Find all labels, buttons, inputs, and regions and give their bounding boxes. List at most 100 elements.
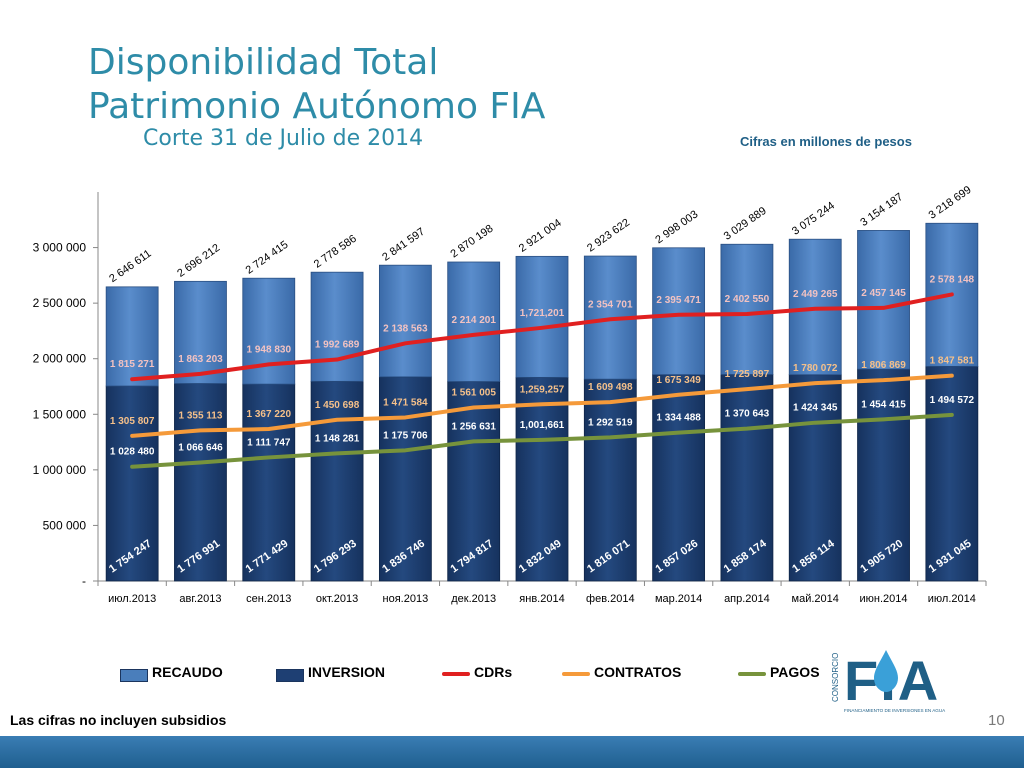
x-tick-label: ноя.2013: [383, 593, 429, 605]
bar-inversion: [378, 376, 432, 582]
legend-item-contratos: CONTRATOS: [562, 664, 681, 680]
bar-inversion: [583, 378, 637, 582]
y-tick-label: 2 500 000: [33, 296, 87, 310]
data-label-pagos: 1 454 415: [861, 399, 906, 410]
data-label-total: 3 075 244: [790, 200, 837, 238]
data-label-pagos: 1,001,661: [520, 420, 565, 431]
data-label-contratos: 1,259,257: [520, 384, 565, 395]
data-label-contratos: 1 675 349: [656, 375, 701, 386]
legend-label: INVERSION: [308, 664, 386, 680]
data-label-pagos: 1 175 706: [383, 430, 428, 441]
data-label-pagos: 1 494 572: [930, 395, 975, 406]
data-label-total: 2 696 212: [175, 242, 222, 280]
legend-label: PAGOS: [770, 664, 820, 680]
data-label-total: 2 921 004: [517, 217, 564, 255]
data-label-contratos: 1 305 807: [110, 416, 155, 427]
bottom-bar: [0, 736, 1024, 768]
y-tick-label: 1 000 000: [33, 463, 87, 477]
data-label-pagos: 1 028 480: [110, 447, 155, 458]
legend-label: RECAUDO: [152, 664, 223, 680]
x-tick-label: май.2014: [792, 593, 839, 605]
units-note: Cifras en millones de pesos: [740, 134, 912, 149]
x-tick-label: авг.2013: [179, 593, 221, 605]
data-label-pagos: 1 370 643: [725, 409, 770, 420]
page-title-line2: Patrimonio Autónomo FIA: [88, 86, 546, 127]
data-label-cdrs: 2 138 563: [383, 323, 428, 334]
bar-recaudo: [857, 230, 910, 370]
x-tick-label: фев.2014: [586, 593, 635, 605]
bar-inversion: [788, 374, 842, 582]
data-label-contratos: 1 355 113: [178, 410, 222, 421]
bar-inversion: [174, 383, 227, 582]
bar-recaudo: [447, 261, 501, 382]
data-label-pagos: 1 256 631: [451, 421, 496, 432]
data-label-total: 3 029 889: [722, 205, 769, 243]
legend-label: CDRs: [474, 664, 513, 680]
data-label-contratos: 1 367 220: [247, 409, 292, 420]
bar-recaudo: [174, 280, 227, 384]
x-tick-label: мар.2014: [655, 593, 702, 605]
x-tick-label: июл.2013: [108, 593, 156, 605]
data-label-contratos: 1 725 897: [725, 369, 770, 380]
y-tick-label: 1 500 000: [33, 407, 87, 421]
data-label-total: 2 841 597: [380, 226, 427, 264]
data-label-cdrs: 2 214 201: [451, 315, 496, 326]
data-label-total: 2 998 003: [653, 208, 700, 246]
data-label-cdrs: 1 815 271: [110, 359, 155, 370]
data-label-pagos: 1 111 747: [247, 437, 291, 448]
legend-item-pagos: PAGOS: [738, 664, 820, 680]
page-subtitle: Corte 31 de Julio de 2014: [143, 126, 424, 151]
bar-inversion: [652, 374, 706, 582]
data-label-contratos: 1 561 005: [451, 388, 496, 399]
x-tick-label: июл.2014: [928, 593, 976, 605]
y-tick-label: -: [82, 574, 86, 588]
legend-swatch: [276, 669, 304, 682]
x-tick-label: дек.2013: [451, 593, 496, 605]
data-label-cdrs: 2 395 471: [656, 295, 701, 306]
bar-recaudo: [720, 243, 774, 375]
water-drop-icon: [874, 650, 898, 692]
logo-tagline: FINANCIAMIENTO DE INVERSIONES EN AGUA: [844, 708, 946, 713]
data-label-total: 2 923 622: [585, 217, 632, 255]
x-tick-label: окт.2013: [316, 593, 358, 605]
legend-item-recaudo: RECAUDO: [120, 664, 223, 682]
logo-side-text: CONSORCIO: [831, 653, 840, 702]
legend-label: CONTRATOS: [594, 664, 682, 680]
fia-logo: CONSORCIO FIA FINANCIAMIENTO DE INVERSIO…: [831, 649, 946, 713]
data-label-contratos: 1 609 498: [588, 382, 633, 393]
bar-inversion: [515, 376, 569, 582]
data-label-contratos: 1 780 072: [793, 363, 838, 374]
x-tick-label: сен.2013: [246, 593, 291, 605]
line-pagos: [130, 412, 954, 469]
bar-inversion: [925, 365, 979, 582]
legend-swatch: [442, 672, 470, 676]
bar-inversion: [310, 380, 364, 582]
x-tick-label: апр.2014: [724, 593, 770, 605]
data-label-total: 2 778 586: [312, 233, 359, 271]
data-label-total: 3 154 187: [858, 191, 905, 229]
data-label-pagos: 1 066 646: [178, 442, 223, 453]
bar-recaudo: [378, 264, 432, 378]
data-label-contratos: 1 847 581: [930, 356, 975, 367]
line-cdrs: [130, 292, 954, 382]
data-label-cdrs: 1 863 203: [178, 354, 223, 365]
page-number: 10: [988, 712, 1005, 729]
data-label-contratos: 1 471 584: [383, 397, 428, 408]
bar-inversion: [105, 385, 159, 582]
data-label-cdrs: 2 578 148: [930, 274, 975, 285]
data-label-cdrs: 2 354 701: [588, 299, 633, 310]
footnote: Las cifras no incluyen subsidios: [10, 712, 227, 728]
line-contratos: [130, 373, 954, 438]
bar-inversion: [242, 383, 296, 582]
page-title-line1: Disponibilidad Total: [88, 42, 439, 83]
bar-inversion: [857, 368, 910, 582]
data-label-total: 2 870 198: [448, 223, 495, 261]
data-label-total: 2 646 611: [107, 248, 153, 285]
y-tick-label: 2 000 000: [33, 352, 87, 366]
data-label-cdrs: 1,721,201: [520, 308, 565, 319]
data-label-pagos: 1 424 345: [793, 403, 838, 414]
data-label-pagos: 1 292 519: [588, 417, 633, 428]
data-label-cdrs: 1 992 689: [315, 340, 360, 351]
bar-recaudo: [515, 255, 569, 378]
y-tick-label: 3 000 000: [33, 241, 87, 255]
